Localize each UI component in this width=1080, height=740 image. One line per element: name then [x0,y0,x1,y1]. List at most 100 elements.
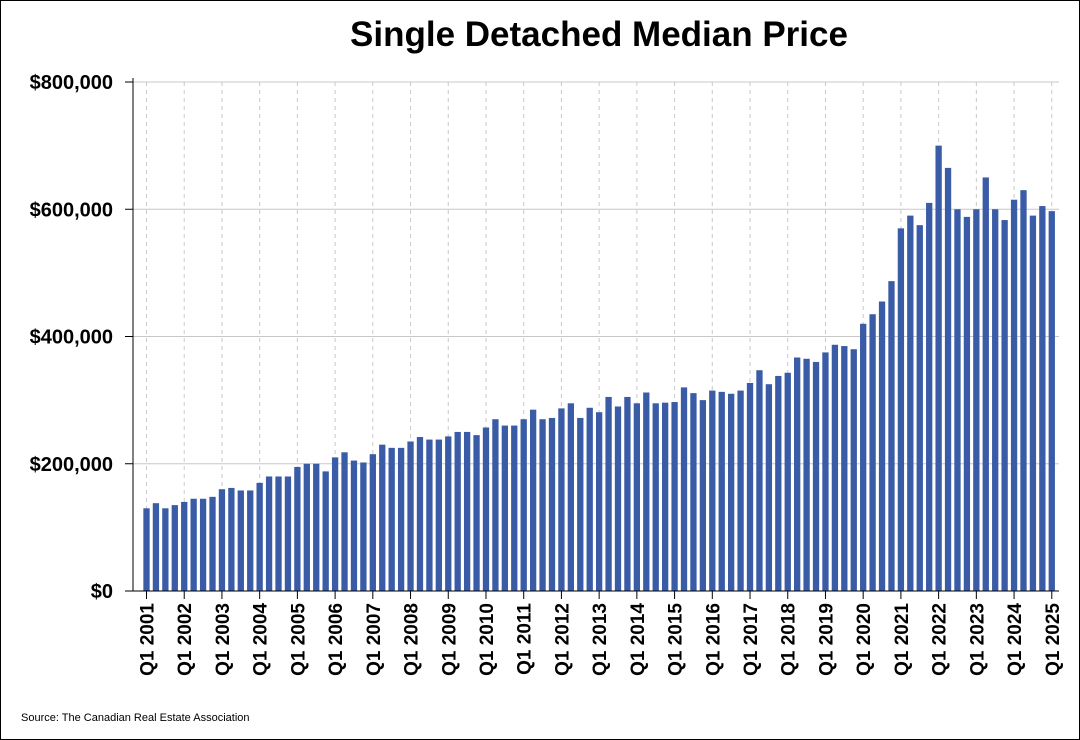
bar [888,281,895,591]
y-tick-label: $400,000 [30,327,113,349]
bar [662,402,669,591]
bar [935,145,942,591]
bar [454,431,461,591]
chart-title: Single Detached Median Price [350,15,848,54]
x-tick-label: Q1 2019 [816,603,837,676]
bar [228,487,235,591]
bar [539,419,546,591]
bar [765,384,773,591]
bar [529,409,537,591]
x-tick-label: Q1 2022 [930,603,951,676]
bar [313,463,320,591]
bar [520,419,527,591]
bar [511,425,518,591]
bar [671,402,678,591]
y-tick-label: $800,000 [30,72,113,94]
x-tick-label: Q1 2016 [703,603,724,676]
bar [331,457,339,591]
x-tick-label: Q1 2002 [175,603,196,676]
bar [841,346,848,591]
bar [1010,199,1018,592]
bar [605,396,612,591]
bar [162,508,169,591]
bar [652,403,659,591]
x-tick-label: Q1 2014 [628,603,649,676]
bar [709,390,716,591]
bar [973,209,980,591]
x-tick-label: Q1 2025 [1043,603,1064,676]
bar [426,439,433,591]
bar [775,375,782,591]
y-tick-label: $200,000 [30,454,113,476]
bar [812,361,820,591]
bar [143,508,150,591]
bar [699,400,707,591]
bar [567,403,574,591]
bar [794,357,801,591]
bar [445,436,452,591]
bar [718,391,725,591]
bar [388,447,395,591]
bar [822,352,829,591]
bar [492,419,499,591]
x-tick-label: Q1 2007 [364,603,385,676]
bar [850,349,857,591]
x-tick-label: Q1 2010 [477,603,498,676]
bar [878,301,886,591]
bar [614,406,622,591]
bar [181,501,188,591]
bar [265,476,273,591]
bar [1029,215,1037,592]
bar [397,447,405,591]
x-tick-label: Q1 2015 [666,603,687,676]
bar [501,425,508,591]
bar [379,444,386,591]
x-tick-label: Q1 2004 [251,603,272,676]
bar [482,427,490,591]
bar [407,441,414,591]
x-tick-label: Q1 2008 [402,603,423,676]
x-tick-label: Q1 2003 [213,603,234,676]
bar [1039,206,1046,591]
bar [916,225,923,591]
bar [992,209,999,591]
x-tick-label: Q1 2021 [892,603,913,676]
bar [586,407,593,591]
bar [803,358,810,591]
bar [247,490,254,591]
bar [341,452,348,591]
bar [284,476,292,591]
bar [463,431,471,591]
x-tick-label: Q1 2009 [439,603,460,676]
bar [595,412,603,591]
bar [294,466,301,591]
bar [1020,190,1027,591]
x-tick-label: Q1 2011 [515,603,536,675]
x-tick-label: Q1 2005 [288,603,309,676]
bar [926,202,933,591]
y-tick-label: $0 [91,581,113,603]
bar [897,228,905,591]
bar [756,370,763,591]
source-note: Source: The Canadian Real Estate Associa… [21,712,250,724]
x-tick-label: Q1 2020 [854,603,875,676]
bar [209,496,216,591]
bar [171,505,178,591]
bar [577,417,584,591]
bar [737,390,744,591]
bar [982,177,989,591]
x-tick-label: Q1 2012 [552,603,573,676]
bar [237,490,244,591]
x-tick-label: Q1 2024 [1005,603,1026,676]
bar [350,460,358,591]
bar [303,463,310,591]
bar [218,489,226,591]
bar [746,382,754,591]
bar [963,216,971,591]
bar [558,408,565,591]
x-tick-label: Q1 2013 [590,603,611,676]
bar [907,215,914,592]
bar [831,344,839,591]
bar [1048,211,1055,591]
